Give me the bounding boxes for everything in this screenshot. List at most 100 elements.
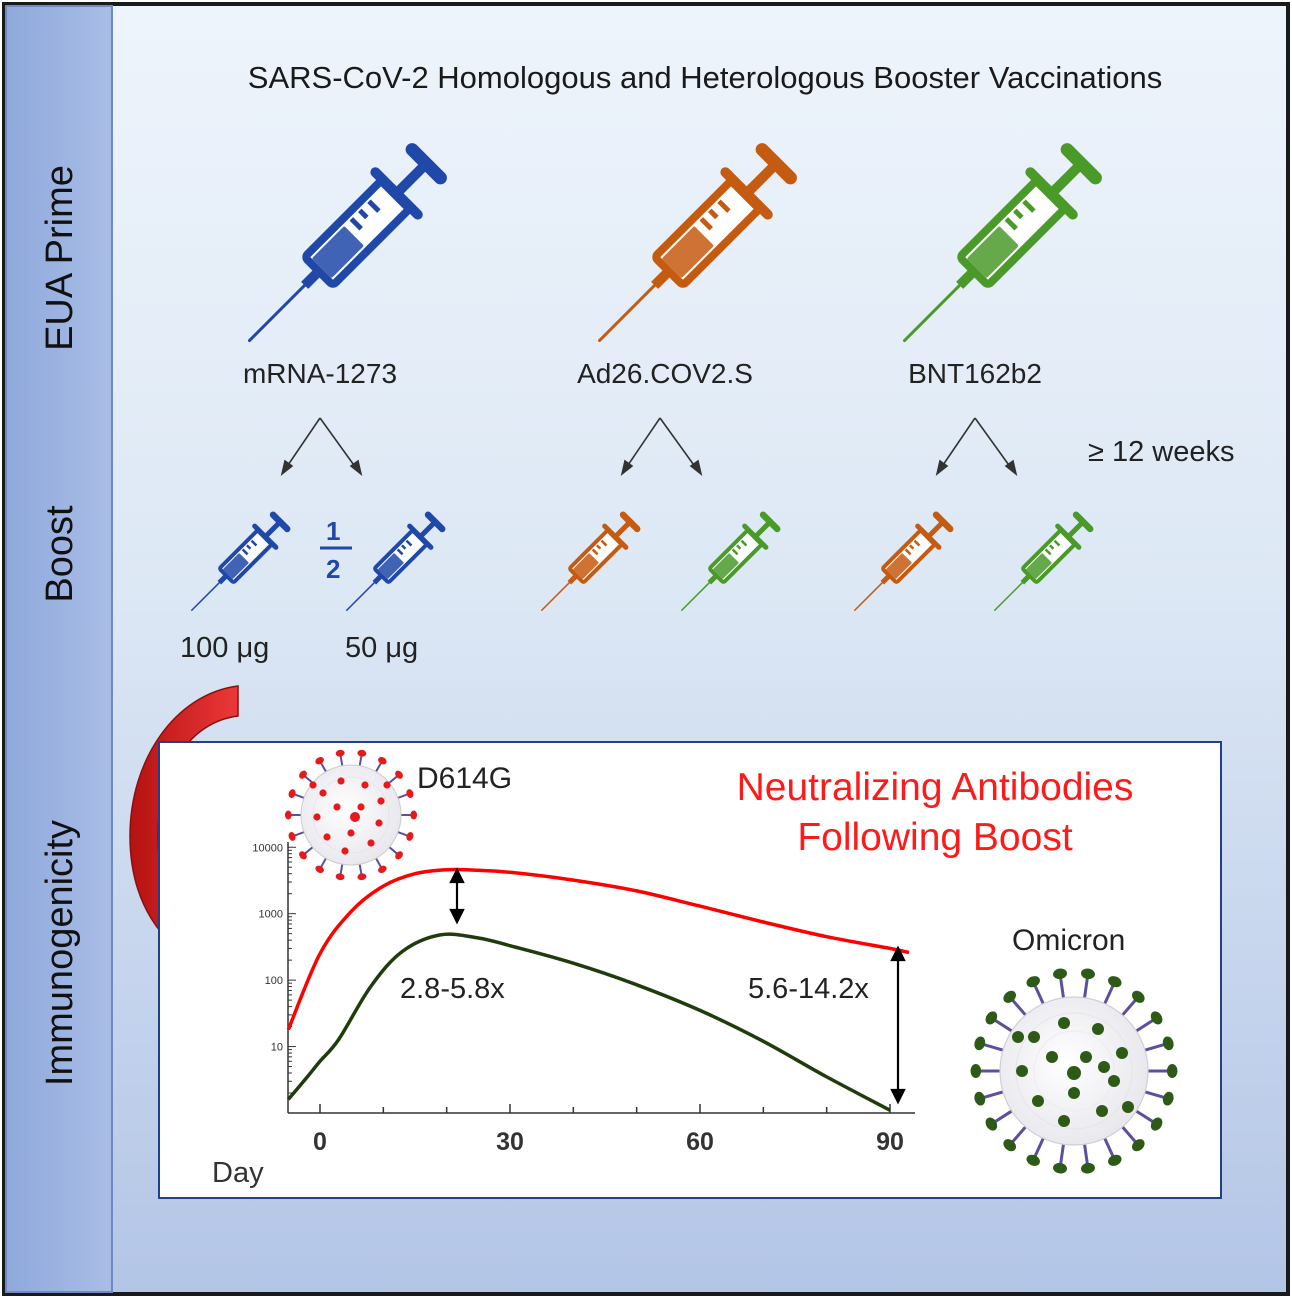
- virus-spike: [1120, 998, 1137, 1018]
- virus-spike-head: [970, 1064, 982, 1078]
- fold-label-late: 5.6-14.2x: [748, 973, 869, 1005]
- virus-spike: [983, 1089, 1006, 1099]
- x-tick-label: 30: [496, 1128, 524, 1156]
- virus-mutation-dot: [383, 781, 391, 789]
- panel-title-line2: Following Boost: [797, 816, 1073, 859]
- virus-spike-head: [1003, 990, 1017, 1003]
- virus-mutation-dot: [309, 781, 317, 789]
- virus-spike-head: [410, 810, 418, 820]
- prime-label-mrna-1273: mRNA-1273: [242, 358, 398, 389]
- y-tick-labels: 10 100 1000 10000: [252, 842, 283, 1053]
- row-label-boost: Boost: [39, 505, 81, 603]
- prime-label-ad26: Ad26.COV2.S: [577, 358, 753, 389]
- virus-spike-head: [357, 873, 367, 881]
- virus-mutation-dot: [1068, 1087, 1080, 1099]
- virus-spike-head: [1150, 1011, 1163, 1025]
- virus-spike-head: [1131, 1139, 1145, 1152]
- d614g-label: D614G: [417, 762, 513, 795]
- y-tick-label: 10: [271, 1042, 283, 1054]
- virus-spike-head: [985, 1011, 998, 1025]
- virus-spike: [1133, 1018, 1154, 1034]
- virus-spike-head: [315, 865, 324, 873]
- y-tick-label: 10000: [252, 842, 283, 854]
- dose-label-100: 100 μg: [180, 632, 270, 664]
- x-tick-label: 90: [876, 1128, 904, 1156]
- omicron-label: Omicron: [1012, 924, 1126, 957]
- virus-spike: [994, 1108, 1015, 1124]
- panel-title-line1: Neutralizing Antibodies: [736, 766, 1134, 809]
- virus-mutation-dot: [361, 781, 369, 789]
- y-ticks: [288, 846, 296, 1114]
- virus-mutation-dot: [1067, 1066, 1081, 1080]
- x-axis-label: Day: [212, 1157, 264, 1189]
- virus-spike-head: [299, 770, 307, 779]
- branch-arrows-mrna: [280, 417, 363, 477]
- virus-spike: [1102, 1135, 1115, 1158]
- page-title: SARS-CoV-2 Homologous and Heterologous B…: [247, 60, 1163, 95]
- virus-mutation-dot: [347, 829, 355, 837]
- virus-mutation-dot: [1058, 1115, 1070, 1127]
- virus-mutation-dot: [357, 803, 365, 811]
- interval-label: ≥ 12 weeks: [1088, 436, 1235, 468]
- virus-mutation-dot: [1046, 1051, 1058, 1063]
- virus-spike-head: [1081, 1162, 1095, 1174]
- virus-mutation-dot: [1080, 1051, 1092, 1063]
- virus-spike-head: [1150, 1117, 1163, 1131]
- virus-mutation-dot: [319, 789, 327, 797]
- virus-mutation-dot: [1028, 1031, 1040, 1043]
- virus-spike-head: [315, 757, 324, 765]
- virus-spike-head: [1081, 968, 1095, 980]
- virus-mutation-dot: [1122, 1101, 1134, 1113]
- virus-spike: [1011, 1124, 1028, 1144]
- virus-spike-head: [406, 832, 414, 841]
- virus-spike: [994, 1018, 1015, 1034]
- virus-spike-head: [1003, 1139, 1017, 1152]
- fold-arrow-late: [890, 945, 906, 1105]
- virus-spike: [1059, 977, 1066, 1000]
- virus-mutation-dot: [367, 839, 375, 847]
- virus-spike: [1142, 1089, 1165, 1099]
- virus-spike: [1033, 984, 1046, 1007]
- prime-label-bnt162b2: BNT162b2: [908, 358, 1042, 389]
- fraction-denominator: 2: [326, 554, 341, 584]
- x-tick-label: 0: [313, 1128, 327, 1156]
- x-ticks: [319, 1104, 891, 1113]
- virus-mutation-dot: [375, 819, 383, 827]
- virus-spike: [1102, 984, 1115, 1007]
- virus-spike-head: [1162, 1091, 1174, 1106]
- virus-mutation-dot: [1092, 1023, 1104, 1035]
- series-line-omicron: [286, 932, 891, 1112]
- virus-spike-head: [1053, 1162, 1067, 1174]
- branch-arrows-bnt: [935, 417, 1018, 477]
- virus-spike-head: [378, 757, 387, 765]
- virus-mutation-dot: [1096, 1105, 1108, 1117]
- virus-mutation-dot: [333, 803, 341, 811]
- row-label-sidebar: [5, 5, 113, 1293]
- virus-spike-head: [1026, 976, 1040, 988]
- virus-spike-head: [974, 1036, 986, 1051]
- virus-spike: [1120, 1124, 1137, 1144]
- virus-mutation-dot: [1116, 1047, 1128, 1059]
- virus-spike: [1033, 1135, 1046, 1158]
- virus-spike-head: [335, 749, 345, 757]
- virus-mutation-dot: [323, 833, 331, 841]
- virus-spike: [983, 1043, 1006, 1053]
- virus-mutation-dot: [350, 812, 360, 822]
- fraction-numerator: 1: [326, 516, 341, 546]
- fold-arrow-early: [449, 867, 465, 925]
- row-label-immunogenicity: Immunogenicity: [39, 819, 81, 1087]
- virus-spike-head: [1026, 1154, 1040, 1166]
- virus-mutation-dot: [1108, 1075, 1120, 1087]
- virus-mutation-dot: [1032, 1095, 1044, 1107]
- virus-spike-head: [395, 770, 403, 779]
- virus-spike-head: [1108, 1154, 1122, 1166]
- virus-spike-head: [357, 749, 367, 757]
- virus-spike-head: [1162, 1036, 1174, 1051]
- dose-label-50: 50 μg: [345, 632, 419, 664]
- virus-spike: [1011, 998, 1028, 1018]
- y-tick-label: 100: [265, 975, 283, 987]
- y-tick-label: 1000: [259, 909, 283, 921]
- series-line-d614g: [286, 867, 910, 1031]
- x-tick-labels: 0 30 60 90: [313, 1128, 904, 1156]
